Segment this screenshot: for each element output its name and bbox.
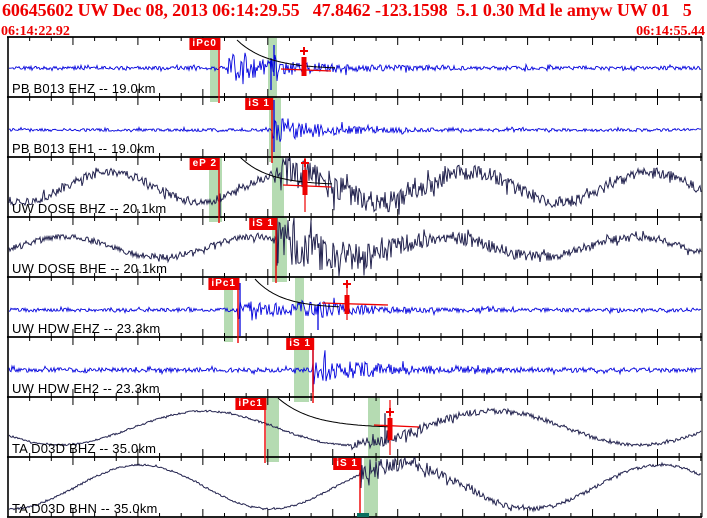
coda-decay-curve <box>277 397 389 428</box>
window-end-time: 06:14:55.44 <box>636 24 705 39</box>
seismogram-trace[interactable] <box>8 407 702 451</box>
station-channel-label: UW HDW EHZ -- 23.3km <box>12 321 161 336</box>
coda-decay-curve <box>254 278 340 308</box>
pick-flag[interactable]: iS 1 <box>286 338 314 350</box>
station-channel-label: TA D03D BHN -- 35.0km <box>12 501 158 516</box>
pick-flag[interactable]: iPc1 <box>208 278 239 290</box>
amp-baseline[interactable] <box>373 424 420 428</box>
phase-window-band <box>224 278 233 342</box>
pick-flag[interactable]: iS 1 <box>333 458 361 470</box>
seismogram-trace[interactable] <box>8 456 702 513</box>
pick-flag[interactable]: iPc0 <box>189 38 220 50</box>
pick-flag[interactable]: iS 1 <box>245 98 273 110</box>
window-start-time: 06:14:22.92 <box>1 24 70 39</box>
pick-flag[interactable]: iS 1 <box>249 218 277 230</box>
seismogram-trace[interactable] <box>8 118 702 142</box>
seismogram-trace[interactable] <box>8 52 702 85</box>
station-channel-label: UW DOSE BHE -- 20.1km <box>12 261 168 276</box>
coda-duration-marker <box>357 513 369 517</box>
station-channel-label: PB B013 EH1 -- 19.0km <box>12 141 155 156</box>
event-header: 60645602 UW Dec 08, 2013 06:14:29.55 47.… <box>2 0 692 20</box>
phase-window-band <box>210 38 218 102</box>
station-channel-label: UW DOSE BHZ -- 20.1km <box>12 201 167 216</box>
station-channel-label: UW HDW EH2 -- 23.3km <box>12 381 160 396</box>
pick-flag[interactable]: iPc1 <box>235 398 266 410</box>
station-channel-label: PB B013 EHZ -- 19.0km <box>12 81 156 96</box>
seismogram-trace[interactable] <box>8 156 702 215</box>
station-channel-label: TA D03D BHZ -- 35.0km <box>12 441 157 456</box>
amp-baseline[interactable] <box>321 302 389 306</box>
pick-flag[interactable]: eP 2 <box>189 158 220 170</box>
phase-window-band <box>266 398 279 462</box>
coda-decay-curve <box>236 39 336 69</box>
seismogram-trace[interactable] <box>8 297 702 321</box>
seismogram-trace[interactable] <box>8 217 702 277</box>
phase-window-band <box>272 158 284 222</box>
seismogram-trace[interactable] <box>8 350 702 385</box>
phase-window-band <box>295 278 304 342</box>
coda-decay-curve <box>239 156 333 185</box>
phase-window-band <box>368 398 380 462</box>
